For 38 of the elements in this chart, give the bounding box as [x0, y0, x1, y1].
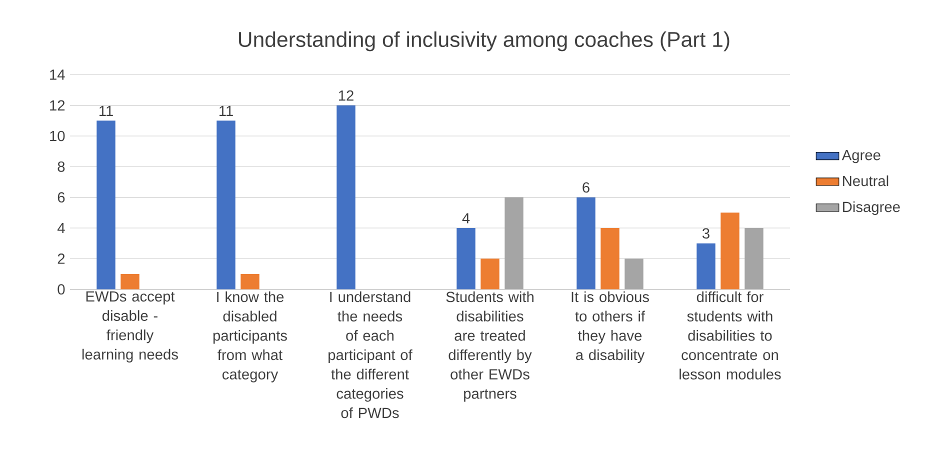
y-tick-label: 4	[57, 223, 65, 234]
y-tick-label: 10	[50, 130, 65, 142]
chart-title: Understanding of inclusivity among coaches (Part 1)	[239, 32, 730, 52]
x-tick-label: Students with disabilities are treated differently by other EWDs partners	[446, 292, 534, 402]
bar	[480, 258, 500, 290]
y-tick-label: 14	[50, 70, 65, 80]
data-label: 6	[582, 182, 590, 193]
legend-label: Disagree	[843, 202, 900, 216]
data-label: 4	[462, 213, 470, 224]
y-tick-label: 6	[58, 192, 65, 203]
bar	[600, 228, 620, 290]
x-tick-label: I know the disabled participants from what category	[213, 292, 287, 383]
bar	[456, 228, 476, 290]
y-tick-label: 0	[58, 284, 65, 295]
bar	[120, 274, 140, 290]
y-tick-label: 12	[50, 100, 65, 111]
bar	[624, 258, 644, 290]
bar	[504, 197, 524, 290]
x-tick-label: I understand the needs of each participant of the different categories of PWDs	[328, 292, 412, 418]
data-label: 11	[220, 106, 233, 116]
bar	[336, 105, 356, 290]
y-tick-label: 2	[58, 254, 65, 264]
bar	[96, 120, 116, 290]
data-label: 11	[100, 106, 113, 116]
bar	[216, 120, 236, 290]
legend-label: Neutral	[843, 176, 888, 186]
bar	[576, 197, 596, 290]
y-tick-label: 8	[58, 162, 65, 172]
bar	[240, 274, 260, 290]
bar	[696, 243, 716, 290]
data-label: 12	[338, 90, 354, 101]
data-label: 3	[702, 228, 710, 239]
bar	[744, 228, 764, 290]
bar	[720, 212, 740, 290]
x-tick-label: It is obvious to others if they have a disability	[572, 292, 649, 364]
x-tick-label: EWDs accept disable - friendly learning needs	[82, 292, 178, 363]
x-tick-label: difficult for students with disabilities to concentrate on lesson modules	[680, 292, 781, 380]
legend-label: Agree	[842, 150, 880, 164]
